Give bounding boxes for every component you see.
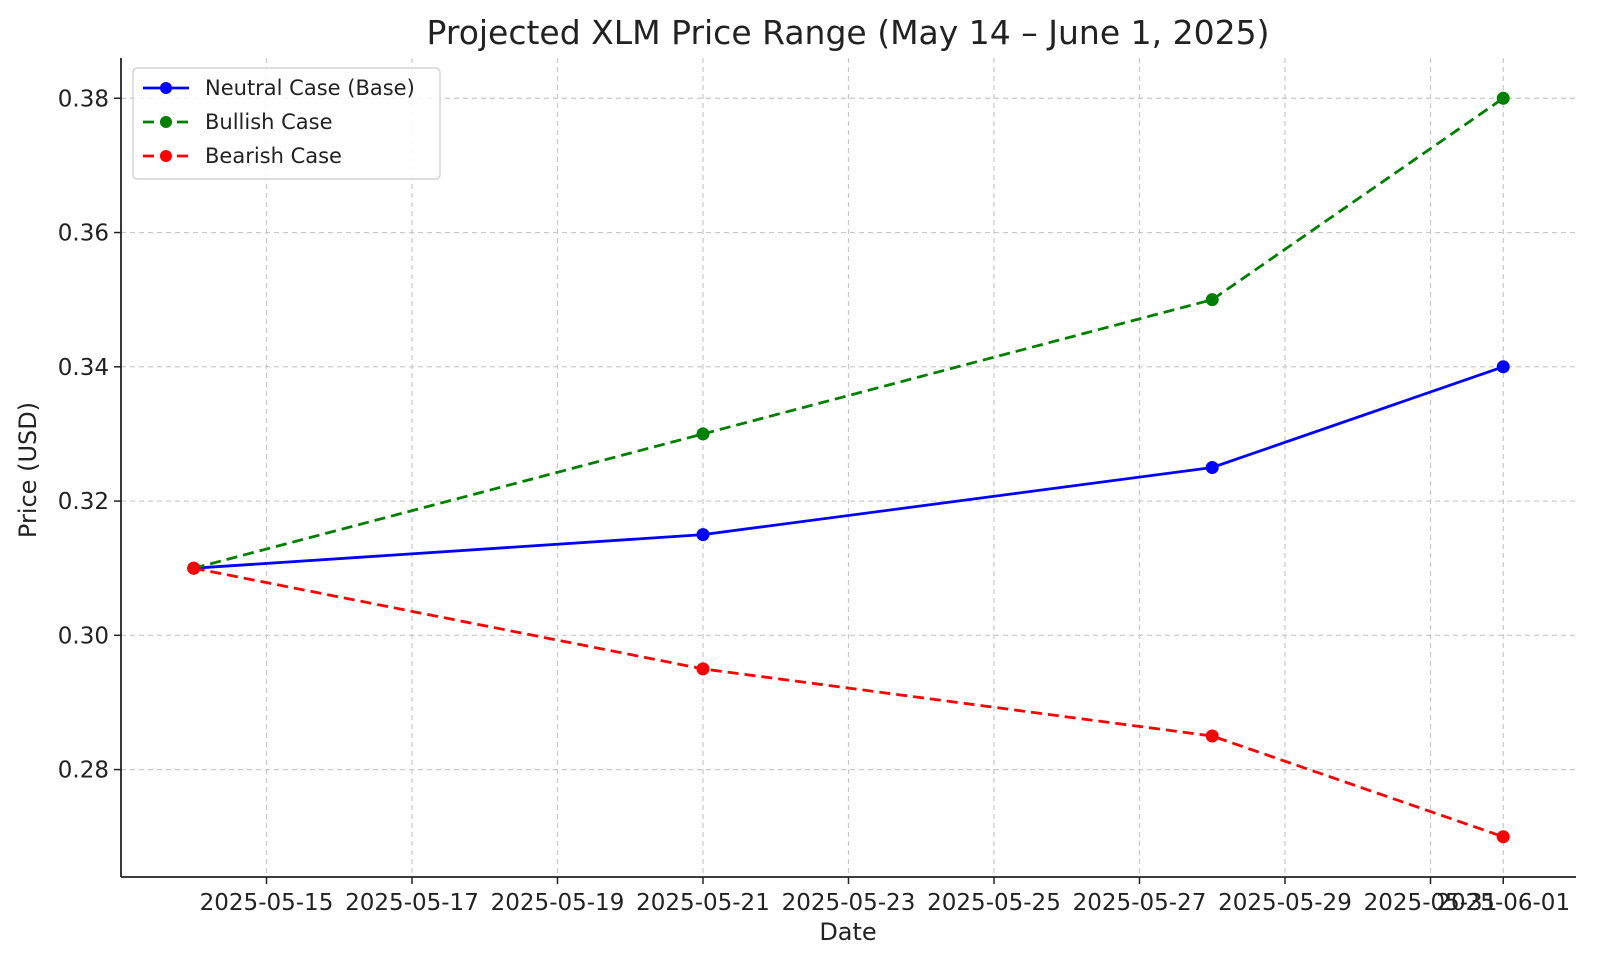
x-tick-label: 2025-05-17 <box>345 890 479 916</box>
x-tick-label: 2025-05-27 <box>1073 890 1207 916</box>
y-axis-title: Price (USD) <box>14 402 42 538</box>
series-lines <box>187 91 1510 844</box>
legend-item: Bearish Case <box>143 144 342 168</box>
series-line <box>193 365 1504 570</box>
data-point <box>696 662 710 676</box>
legend: Neutral Case (Base) Bullish Case Bearish C… <box>132 67 441 180</box>
y-tick-label: 0.32 <box>58 489 109 515</box>
x-tick-label: 2025-05-21 <box>636 890 770 916</box>
series-line <box>193 97 1505 570</box>
tick-labels: 2025-05-15 2025-05-17 2025-05-19 2025-05-21… <box>58 86 1570 916</box>
legend-label: Neutral Case (Base) <box>205 76 415 100</box>
data-point <box>1205 729 1219 743</box>
legend-box <box>132 67 441 180</box>
y-tick-label: 0.36 <box>58 221 109 247</box>
x-tick-label: 2025-06-01 <box>1436 890 1570 916</box>
chart-title: Projected XLM Price Range (May 14 – June… <box>427 13 1270 52</box>
x-axis-title: Date <box>819 918 876 946</box>
legend-marker <box>160 116 172 128</box>
data-point <box>1496 91 1510 105</box>
data-point <box>696 427 710 441</box>
legend-item: Bullish Case <box>143 110 333 134</box>
x-tick-label: 2025-05-25 <box>927 890 1061 916</box>
data-point <box>696 528 710 542</box>
data-point <box>1496 360 1510 374</box>
series-2 <box>187 561 1510 844</box>
data-point <box>1496 830 1510 844</box>
y-tick-label: 0.28 <box>58 758 109 784</box>
x-tick-label: 2025-05-31 <box>1364 890 1498 916</box>
x-tick-label: 2025-05-23 <box>782 890 916 916</box>
legend-marker <box>160 150 172 162</box>
x-tick-label: 2025-05-19 <box>491 890 625 916</box>
y-tick-label: 0.38 <box>58 86 109 112</box>
legend-item: Neutral Case (Base) <box>143 76 415 100</box>
axes <box>114 58 1576 884</box>
legend-marker <box>160 82 172 94</box>
series-line <box>193 566 1504 839</box>
x-tick-label: 2025-05-15 <box>200 890 334 916</box>
data-point <box>187 561 201 575</box>
x-tick-label: 2025-05-29 <box>1218 890 1352 916</box>
legend-label: Bearish Case <box>205 144 342 168</box>
legend-label: Bullish Case <box>205 110 333 134</box>
y-tick-label: 0.34 <box>58 355 109 381</box>
y-tick-label: 0.30 <box>58 623 109 649</box>
data-point <box>1205 293 1219 307</box>
grid-lines <box>121 58 1576 877</box>
data-point <box>1205 461 1219 474</box>
